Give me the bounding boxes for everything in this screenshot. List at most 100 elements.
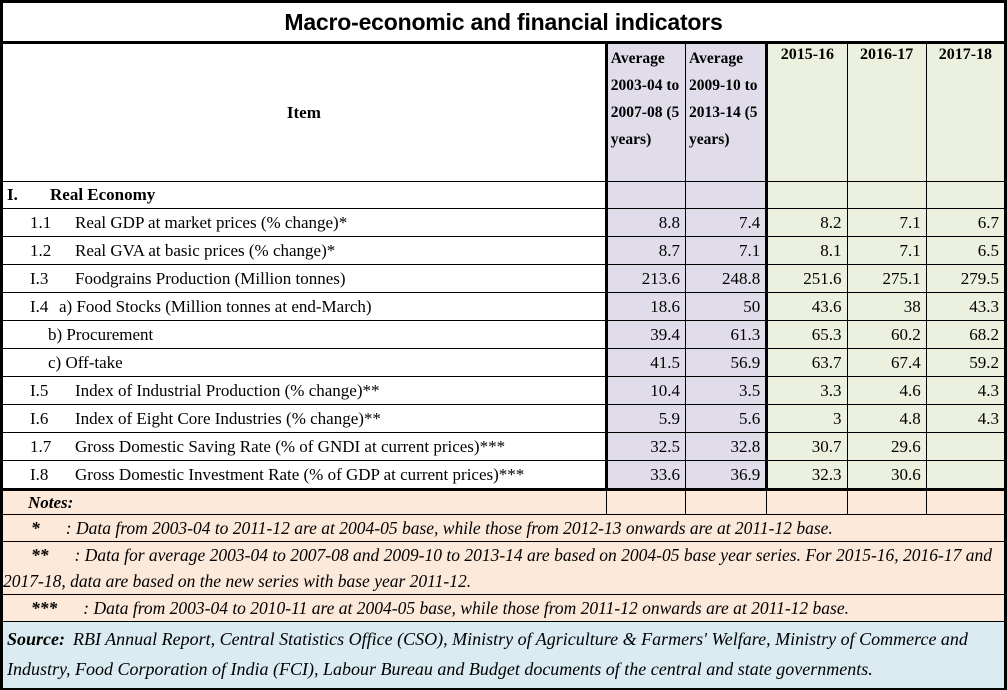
title-row: Macro-economic and financial indicators xyxy=(1,1,1006,44)
value-cell: 60.2 xyxy=(846,320,927,349)
value-cell: 7.4 xyxy=(685,208,768,237)
source-label: Source: xyxy=(7,629,65,649)
value-cell: 5.6 xyxy=(685,404,768,433)
section-row: I. Real Economy xyxy=(1,181,1007,209)
value-cell: 67.4 xyxy=(846,348,927,377)
value-cell: 36.9 xyxy=(685,460,768,491)
value-cell: 63.7 xyxy=(765,348,848,377)
value-cell: 32.8 xyxy=(685,432,768,461)
table-row: 1.7 Gross Domestic Saving Rate (% of GNDI… xyxy=(1,432,1007,461)
value-cell xyxy=(925,432,1007,461)
value-cell xyxy=(604,181,687,209)
value-cell: 279.5 xyxy=(925,264,1007,293)
row-label: Gross Domestic Saving Rate (% of GNDI at… xyxy=(75,436,506,456)
source-text: RBI Annual Report, Central Statistics Of… xyxy=(7,629,968,679)
value-cell: 56.9 xyxy=(685,348,768,377)
item-column-header: Item xyxy=(1,42,607,182)
table-row: b) Procurement 39.4 61.3 65.3 60.2 68.2 xyxy=(1,320,1007,349)
value-cell: 7.1 xyxy=(685,236,768,265)
row-item-cell: c) Off-take xyxy=(1,348,607,377)
value-cell: 8.2 xyxy=(765,208,848,237)
value-cell: 32.5 xyxy=(604,432,687,461)
notes-empty-cell xyxy=(766,489,848,515)
note-item: *: Data from 2003-04 to 2011-12 are at 2… xyxy=(3,516,1004,541)
value-cell: 39.4 xyxy=(604,320,687,349)
note-row: **: Data for average 2003-04 to 2007-08 … xyxy=(1,541,1006,595)
value-cell xyxy=(846,181,927,209)
table-row: I.5 Index of Industrial Production (% cha… xyxy=(1,376,1007,405)
source-row: Source: RBI Annual Report, Central Statis… xyxy=(1,621,1006,690)
table-row: I.3 Foodgrains Production (Million tonnes… xyxy=(1,264,1007,293)
column-header-2017-18: 2017-18 xyxy=(925,42,1007,182)
row-label: b) Procurement xyxy=(48,324,154,344)
page-title: Macro-economic and financial indicators xyxy=(1,1,1006,44)
value-cell: 50 xyxy=(685,292,768,321)
value-cell: 4.8 xyxy=(846,404,927,433)
notes-empty-cell xyxy=(846,489,927,515)
row-item-cell: b) Procurement xyxy=(1,320,607,349)
note-row: ***: Data from 2003-04 to 2010-11 are at… xyxy=(1,594,1006,622)
column-header-2016-17: 2016-17 xyxy=(846,42,927,182)
value-cell: 248.8 xyxy=(685,264,768,293)
row-item-cell: 1.2 Real GVA at basic prices (% change)* xyxy=(1,236,607,265)
header-row: Item Average 2003-04 to 2007-08 (5 years… xyxy=(1,42,1007,182)
value-cell: 8.8 xyxy=(604,208,687,237)
row-number: 1.2 xyxy=(30,240,52,260)
value-cell xyxy=(685,181,768,209)
section-label-cell: I. Real Economy xyxy=(1,181,607,209)
value-cell: 4.6 xyxy=(846,376,927,405)
row-item-cell: I.8 Gross Domestic Investment Rate (% of … xyxy=(1,460,607,491)
value-cell: 68.2 xyxy=(925,320,1007,349)
note-item: ***: Data from 2003-04 to 2010-11 are at… xyxy=(3,596,1004,621)
value-cell: 3.5 xyxy=(685,376,768,405)
value-cell: 7.1 xyxy=(846,208,927,237)
row-label: a) Food Stocks (Million tonnes at end-Ma… xyxy=(59,296,372,316)
value-cell xyxy=(925,181,1007,209)
table-row: I.4 a) Food Stocks (Million tonnes at end… xyxy=(1,292,1007,321)
notes-header-row: Notes: xyxy=(1,489,1007,515)
row-label: c) Off-take xyxy=(48,352,123,372)
note-text: : Data for average 2003-04 to 2007-08 an… xyxy=(3,545,993,591)
value-cell: 10.4 xyxy=(604,376,687,405)
value-cell: 30.6 xyxy=(846,460,927,491)
row-label: Real GVA at basic prices (% change)* xyxy=(75,240,336,260)
column-header-2015-16: 2015-16 xyxy=(765,42,848,182)
source-paragraph: Source: RBI Annual Report, Central Statis… xyxy=(3,623,1004,689)
row-number: I.5 xyxy=(30,380,49,400)
value-cell: 61.3 xyxy=(685,320,768,349)
value-cell: 29.6 xyxy=(846,432,927,461)
value-cell: 251.6 xyxy=(765,264,848,293)
row-label: Index of Industrial Production (% change… xyxy=(75,380,380,400)
value-cell: 8.1 xyxy=(765,236,848,265)
value-cell: 275.1 xyxy=(846,264,927,293)
column-header-avg-2009-14: Average 2009-10 to 2013-14 (5 years) xyxy=(685,42,768,182)
value-cell: 33.6 xyxy=(604,460,687,491)
value-cell: 7.1 xyxy=(846,236,927,265)
table-row: I.6 Index of Eight Core Industries (% cha… xyxy=(1,404,1007,433)
row-item-cell: 1.7 Gross Domestic Saving Rate (% of GNDI… xyxy=(1,432,607,461)
notes-empty-cell xyxy=(685,489,768,515)
value-cell: 38 xyxy=(846,292,927,321)
value-cell: 32.3 xyxy=(765,460,848,491)
row-item-cell: 1.1 Real GDP at market prices (% change)* xyxy=(1,208,607,237)
value-cell: 30.7 xyxy=(765,432,848,461)
value-cell: 59.2 xyxy=(925,348,1007,377)
value-cell: 8.7 xyxy=(604,236,687,265)
row-label: Foodgrains Production (Million tonnes) xyxy=(75,268,346,288)
value-cell: 43.3 xyxy=(925,292,1007,321)
value-cell: 65.3 xyxy=(765,320,848,349)
note-marker: * xyxy=(31,518,40,538)
table-row: c) Off-take 41.5 56.9 63.7 67.4 59.2 xyxy=(1,348,1007,377)
row-number: I.3 xyxy=(30,268,49,288)
value-cell: 213.6 xyxy=(604,264,687,293)
table-row: I.8 Gross Domestic Investment Rate (% of … xyxy=(1,460,1007,491)
notes-label: Notes: xyxy=(1,489,607,515)
value-cell: 3.3 xyxy=(765,376,848,405)
row-number: 1.1 xyxy=(30,212,52,232)
notes-empty-cell xyxy=(925,489,1007,515)
notes-empty-cell xyxy=(605,489,687,515)
row-item-cell: I.5 Index of Industrial Production (% cha… xyxy=(1,376,607,405)
value-cell: 6.5 xyxy=(925,236,1007,265)
row-item-cell: I.3 Foodgrains Production (Million tonnes… xyxy=(1,264,607,293)
note-item: **: Data for average 2003-04 to 2007-08 … xyxy=(3,543,1004,594)
